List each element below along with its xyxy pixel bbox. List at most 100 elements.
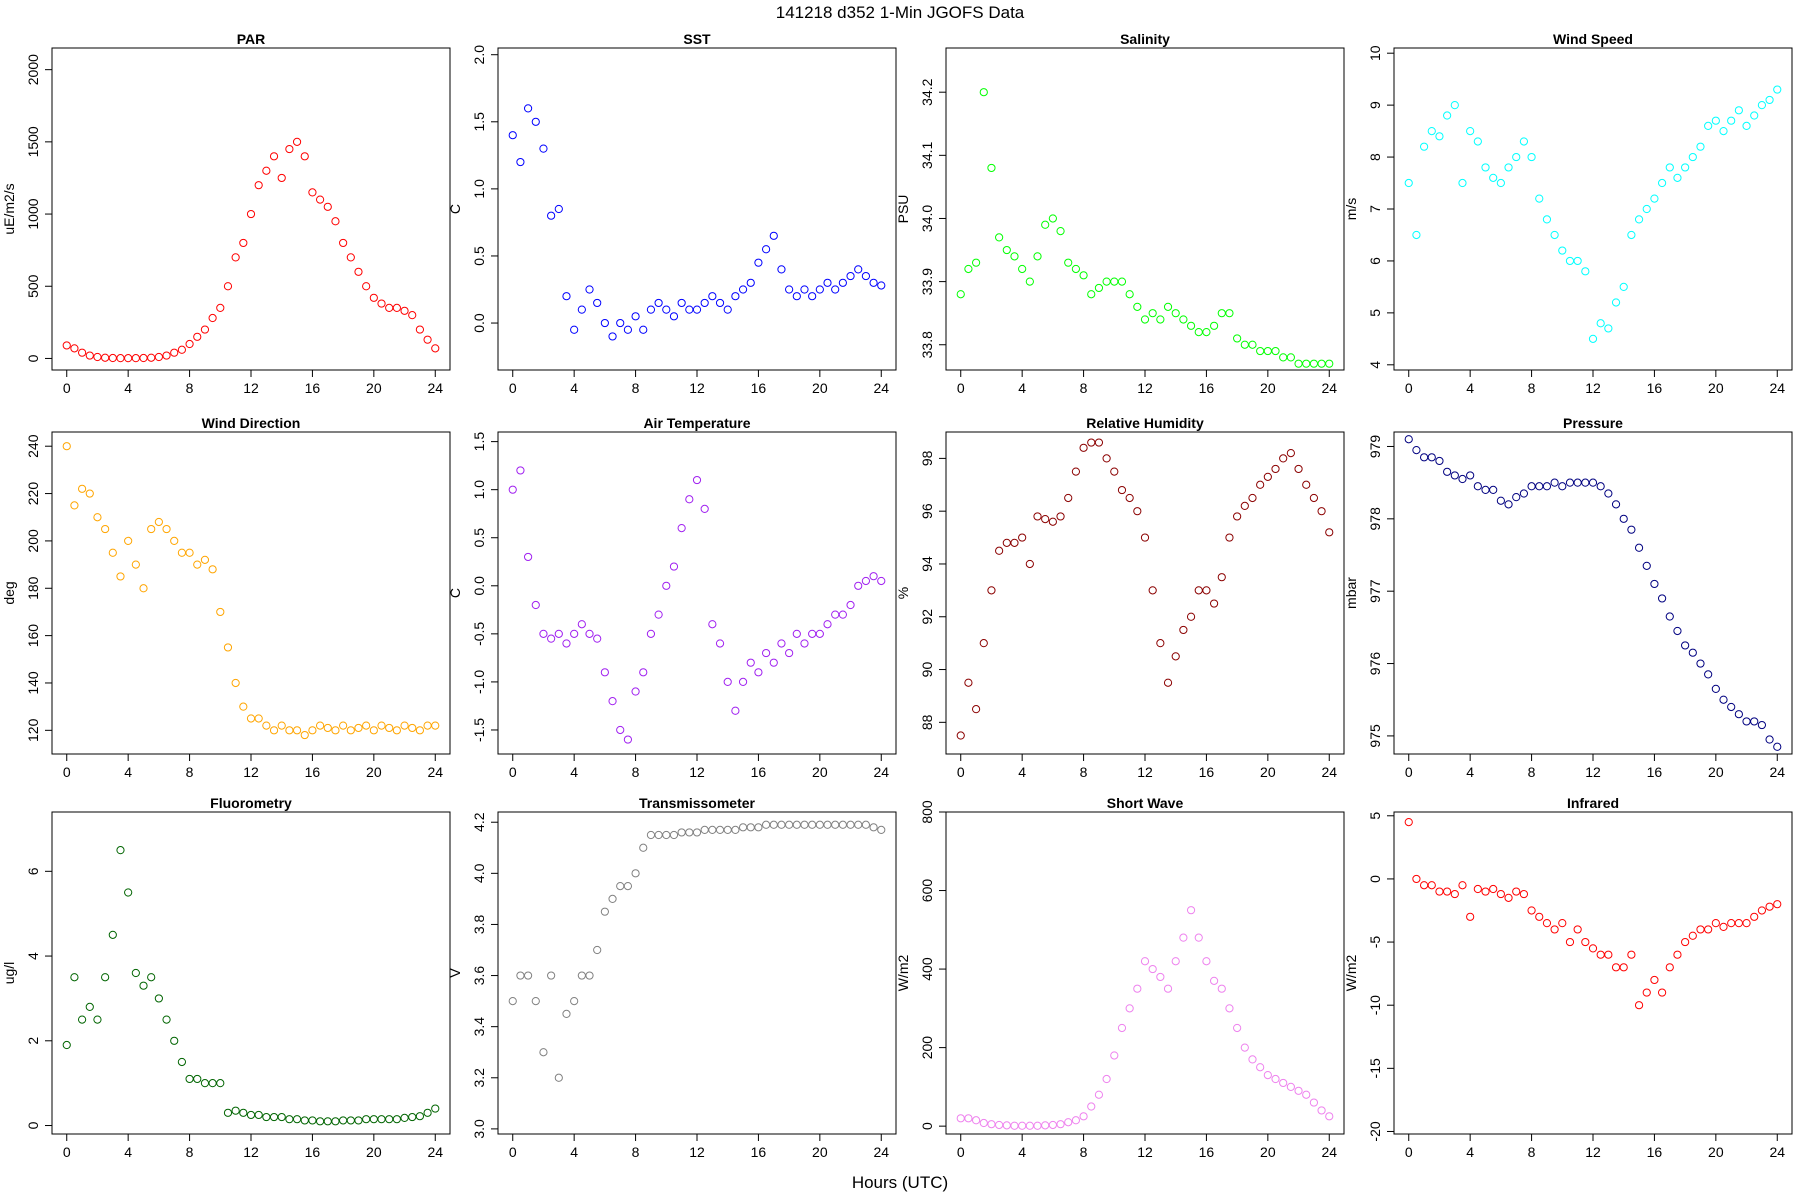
point bbox=[1427, 126, 1436, 136]
y-tick-label: 94 bbox=[919, 556, 935, 572]
point bbox=[1171, 309, 1180, 318]
point bbox=[769, 231, 778, 240]
point bbox=[554, 204, 563, 214]
point bbox=[415, 325, 425, 334]
point bbox=[1148, 964, 1157, 974]
point bbox=[1286, 449, 1295, 458]
point bbox=[1634, 1001, 1644, 1010]
point bbox=[593, 634, 602, 643]
point bbox=[639, 325, 648, 334]
point bbox=[162, 351, 171, 360]
point bbox=[547, 634, 556, 643]
point bbox=[185, 339, 194, 349]
point bbox=[1256, 1063, 1265, 1072]
point bbox=[216, 607, 225, 617]
point bbox=[831, 820, 840, 829]
x-tick-label: 8 bbox=[186, 380, 194, 396]
point bbox=[800, 820, 809, 829]
point bbox=[1450, 101, 1459, 110]
point bbox=[124, 888, 133, 897]
point bbox=[362, 1115, 371, 1124]
point bbox=[831, 285, 840, 294]
point bbox=[531, 600, 540, 610]
x-tick-label: 20 bbox=[366, 764, 382, 780]
point bbox=[1627, 525, 1636, 534]
point bbox=[669, 312, 679, 321]
point bbox=[1404, 435, 1413, 444]
point bbox=[1294, 464, 1303, 474]
x-tick-label: 0 bbox=[63, 764, 71, 780]
point bbox=[392, 1115, 401, 1124]
point bbox=[377, 299, 386, 308]
x-tick-label: 16 bbox=[1199, 1144, 1215, 1160]
y-tick-label: -10 bbox=[1367, 995, 1383, 1015]
point bbox=[523, 971, 533, 980]
point bbox=[1704, 925, 1713, 934]
x-tick-label: 16 bbox=[1647, 764, 1663, 780]
plot-frame bbox=[1393, 47, 1793, 371]
point bbox=[1163, 984, 1173, 993]
point bbox=[1309, 359, 1319, 368]
point bbox=[385, 303, 394, 313]
point bbox=[62, 442, 71, 451]
y-tick-label: 400 bbox=[919, 957, 935, 981]
point bbox=[423, 721, 432, 730]
point bbox=[808, 292, 817, 301]
point bbox=[369, 726, 378, 735]
point bbox=[1163, 302, 1173, 311]
point bbox=[823, 620, 832, 629]
point bbox=[346, 1116, 355, 1125]
point bbox=[431, 721, 440, 730]
point bbox=[208, 1079, 217, 1088]
point bbox=[1225, 1004, 1234, 1013]
point bbox=[331, 217, 340, 226]
point bbox=[1565, 256, 1575, 266]
point bbox=[1604, 489, 1613, 498]
point bbox=[1179, 625, 1188, 635]
point bbox=[1018, 264, 1027, 274]
y-tick-label: 3.6 bbox=[471, 966, 487, 986]
point bbox=[385, 723, 394, 733]
point bbox=[162, 524, 171, 534]
point bbox=[1765, 735, 1774, 744]
point bbox=[869, 823, 878, 832]
x-tick-label: 8 bbox=[1080, 1144, 1088, 1160]
point bbox=[392, 726, 401, 735]
y-tick-label: 7 bbox=[1367, 205, 1383, 213]
x-tick-label: 16 bbox=[305, 764, 321, 780]
y-tick-label: 33.8 bbox=[919, 331, 935, 358]
point bbox=[308, 1116, 317, 1125]
point bbox=[1688, 931, 1697, 940]
point bbox=[1688, 152, 1697, 162]
x-tick-label: 4 bbox=[1466, 380, 1474, 396]
point bbox=[1657, 988, 1667, 997]
x-tick-label: 0 bbox=[1405, 380, 1413, 396]
point bbox=[1742, 919, 1751, 928]
point bbox=[1002, 538, 1011, 547]
plot-frame bbox=[945, 47, 1345, 371]
point bbox=[1565, 937, 1575, 947]
y-tick-label: 34.2 bbox=[919, 78, 935, 105]
point bbox=[147, 353, 156, 362]
y-axis-label: deg bbox=[1, 581, 17, 604]
point bbox=[139, 353, 148, 363]
point bbox=[1550, 478, 1559, 487]
point bbox=[292, 137, 302, 146]
y-tick-label: 1.5 bbox=[471, 432, 487, 452]
y-tick-label: 98 bbox=[919, 450, 935, 466]
point bbox=[101, 973, 110, 982]
plot-frame bbox=[51, 431, 451, 755]
point bbox=[1240, 1043, 1249, 1052]
y-tick-label: 1.5 bbox=[471, 112, 487, 132]
point bbox=[1535, 194, 1544, 203]
point bbox=[1642, 988, 1651, 997]
point bbox=[177, 1057, 187, 1067]
point bbox=[377, 1115, 386, 1124]
x-tick-label: 0 bbox=[63, 380, 71, 396]
point bbox=[979, 88, 988, 97]
y-tick-label: 34.1 bbox=[919, 141, 935, 168]
point bbox=[400, 306, 409, 315]
point bbox=[1704, 670, 1713, 679]
y-tick-label: 4.0 bbox=[471, 863, 487, 883]
x-tick-label: 20 bbox=[812, 380, 828, 396]
